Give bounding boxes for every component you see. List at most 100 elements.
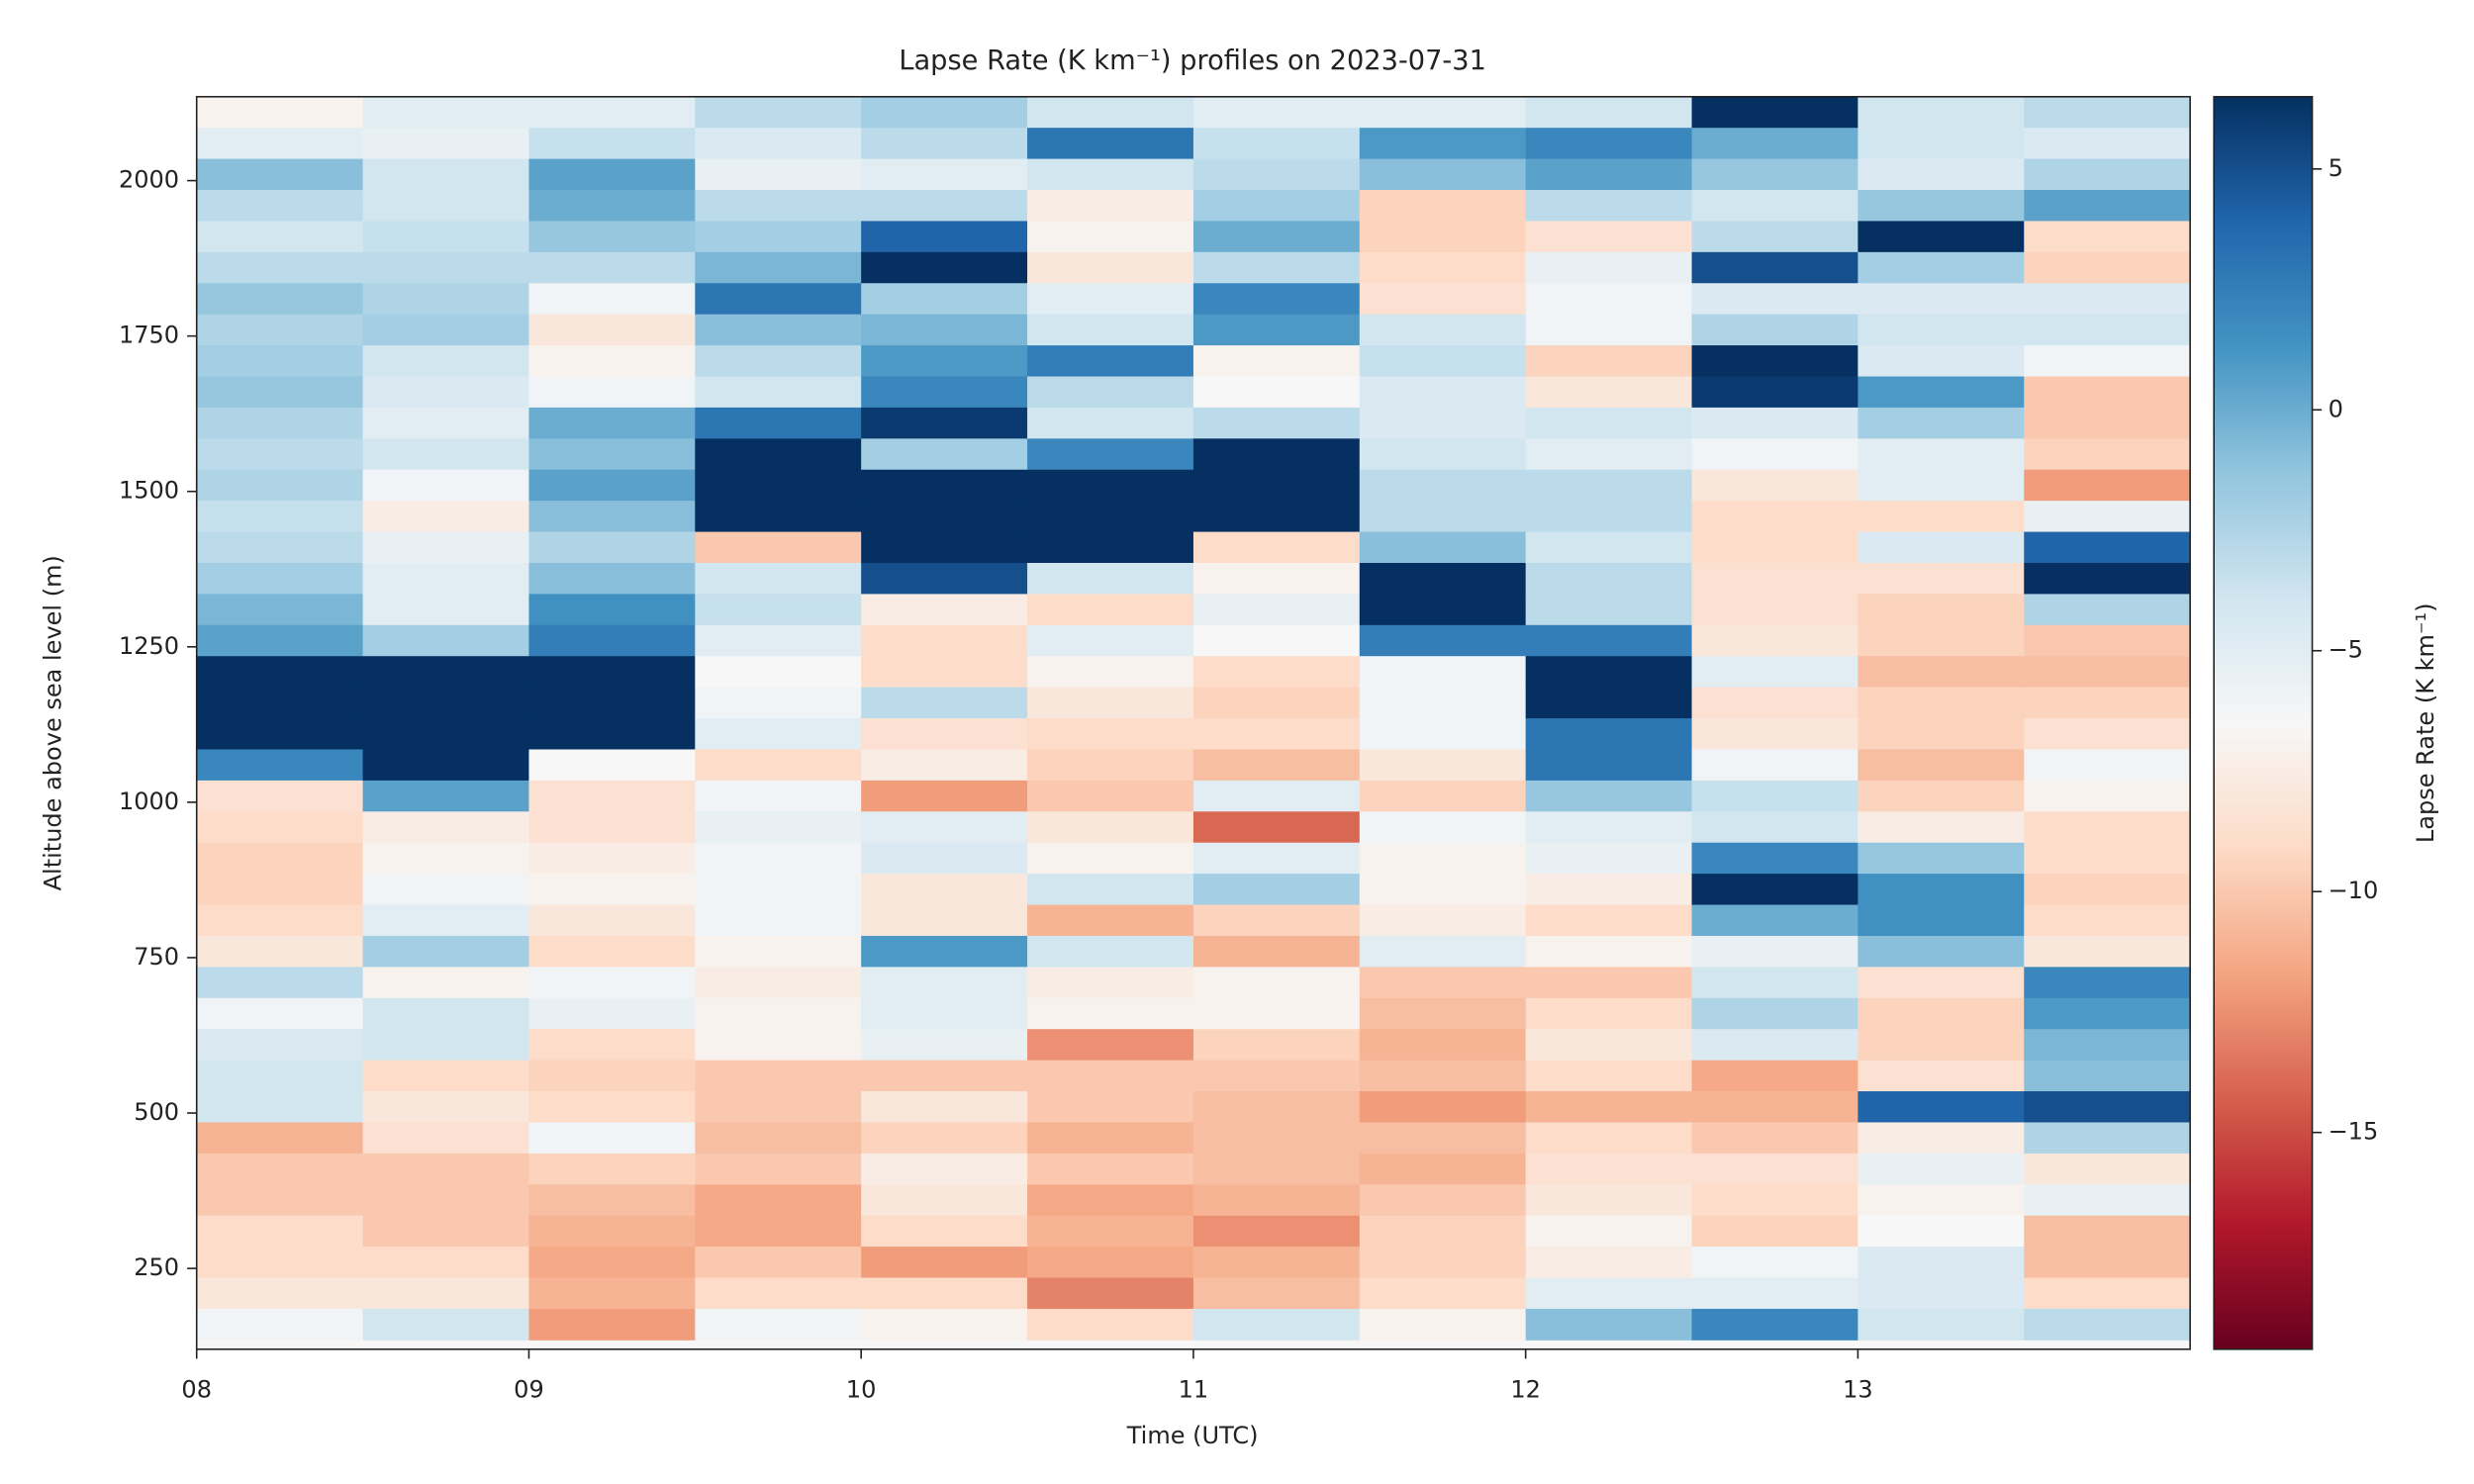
heatmap-cell [695, 780, 862, 812]
heatmap-cell [1192, 1091, 1361, 1123]
heatmap-cell [362, 718, 529, 750]
y-tick-label: 1500 [119, 477, 179, 505]
heatmap-cell [1857, 221, 2025, 253]
heatmap-cell [1359, 283, 1527, 316]
heatmap-cell [1857, 842, 2025, 875]
heatmap-cell [2024, 874, 2191, 906]
heatmap-cell [1359, 624, 1527, 657]
x-tick-label: 10 [846, 1375, 877, 1403]
heatmap-cell [1027, 438, 1194, 471]
heatmap-cell [1857, 624, 2025, 657]
heatmap-cell [695, 842, 862, 875]
heatmap-cell [196, 904, 364, 937]
heatmap-cell [1525, 967, 1693, 999]
heatmap-cell [362, 190, 529, 222]
heatmap-cell [1525, 1308, 1693, 1341]
heatmap-cell [1359, 190, 1527, 222]
heatmap-cell [362, 1153, 529, 1185]
heatmap-cell [1525, 190, 1693, 222]
heatmap-cell [861, 345, 1028, 377]
heatmap-cell [1192, 158, 1361, 191]
heatmap-cell [695, 407, 862, 439]
heatmap-cell [196, 749, 364, 782]
heatmap-cell [1027, 1308, 1194, 1341]
heatmap-cell [196, 283, 364, 316]
heatmap-cell [1857, 594, 2025, 626]
heatmap-cell [1525, 811, 1693, 844]
heatmap-cell [1192, 811, 1361, 844]
heatmap-cell [528, 904, 696, 937]
heatmap-cell [196, 562, 364, 595]
heatmap-cell [1691, 1122, 1858, 1155]
heatmap-cell [861, 935, 1028, 968]
heatmap-cell [861, 562, 1028, 595]
heatmap-cell [1192, 687, 1361, 719]
heatmap-cell [1525, 687, 1693, 719]
heatmap-cell [1525, 656, 1693, 689]
heatmap-cell [196, 687, 364, 719]
heatmap-cell [196, 1308, 364, 1341]
y-axis-label: Altitude above sea level (m) [39, 555, 66, 890]
heatmap-cell [695, 158, 862, 191]
heatmap-cell [528, 1184, 696, 1217]
heatmap-cell [1192, 874, 1361, 906]
heatmap-cell [695, 345, 862, 377]
heatmap-cell [528, 1277, 696, 1310]
heatmap-cell [2024, 1247, 2191, 1279]
heatmap-cell [695, 501, 862, 533]
heatmap-cell [1192, 1215, 1361, 1248]
heatmap-cell [1192, 594, 1361, 626]
heatmap-cell [861, 749, 1028, 782]
heatmap-cell [1691, 1247, 1858, 1279]
heatmap-cell [1359, 718, 1527, 750]
heatmap-cell [695, 997, 862, 1030]
heatmap-cell [1691, 190, 1858, 222]
heatmap-cell [2024, 594, 2191, 626]
heatmap-cell [1691, 531, 1858, 564]
heatmap-cell [1027, 1184, 1194, 1217]
heatmap-cell [1027, 190, 1194, 222]
heatmap-cell [695, 687, 862, 719]
heatmap-cell [362, 874, 529, 906]
heatmap-cell [1857, 345, 2025, 377]
heatmap-cell [1027, 1153, 1194, 1185]
heatmap-cell [861, 842, 1028, 875]
heatmap-cell [1192, 967, 1361, 999]
heatmap-cell [1192, 1122, 1361, 1155]
heatmap-cell [2024, 469, 2191, 502]
heatmap-cell [1027, 562, 1194, 595]
heatmap-cell [1027, 1122, 1194, 1155]
x-tick-label: 08 [181, 1375, 212, 1403]
heatmap-cell [1857, 1029, 2025, 1062]
heatmap-cell [528, 345, 696, 377]
heatmap-cell [1359, 221, 1527, 253]
heatmap-cell [362, 158, 529, 191]
heatmap-cell [1691, 314, 1858, 346]
heatmap-cell [1359, 874, 1527, 906]
heatmap-cell [1525, 1060, 1693, 1092]
heatmap-cell [196, 376, 364, 409]
heatmap-cell [1027, 221, 1194, 253]
heatmap-cell [1359, 407, 1527, 439]
heatmap-cell [362, 345, 529, 377]
heatmap-cell [695, 1277, 862, 1310]
heatmap-cell [861, 718, 1028, 750]
heatmap-cell [1192, 1153, 1361, 1185]
heatmap-cell [1691, 128, 1858, 160]
heatmap-cell [1027, 811, 1194, 844]
heatmap-cell [1359, 594, 1527, 626]
heatmap-cell [695, 128, 862, 160]
heatmap-cell [528, 842, 696, 875]
heatmap-cell [1691, 656, 1858, 689]
heatmap-cell [1525, 904, 1693, 937]
heatmap-cell [695, 376, 862, 409]
heatmap-cell [1027, 718, 1194, 750]
heatmap-cell [1857, 749, 2025, 782]
heatmap-cell [528, 158, 696, 191]
heatmap-cell [695, 531, 862, 564]
heatmap-cell [362, 935, 529, 968]
heatmap-cell [362, 1215, 529, 1248]
heatmap-cell [1525, 158, 1693, 191]
heatmap-cell [1359, 96, 1527, 129]
heatmap-cell [1691, 562, 1858, 595]
